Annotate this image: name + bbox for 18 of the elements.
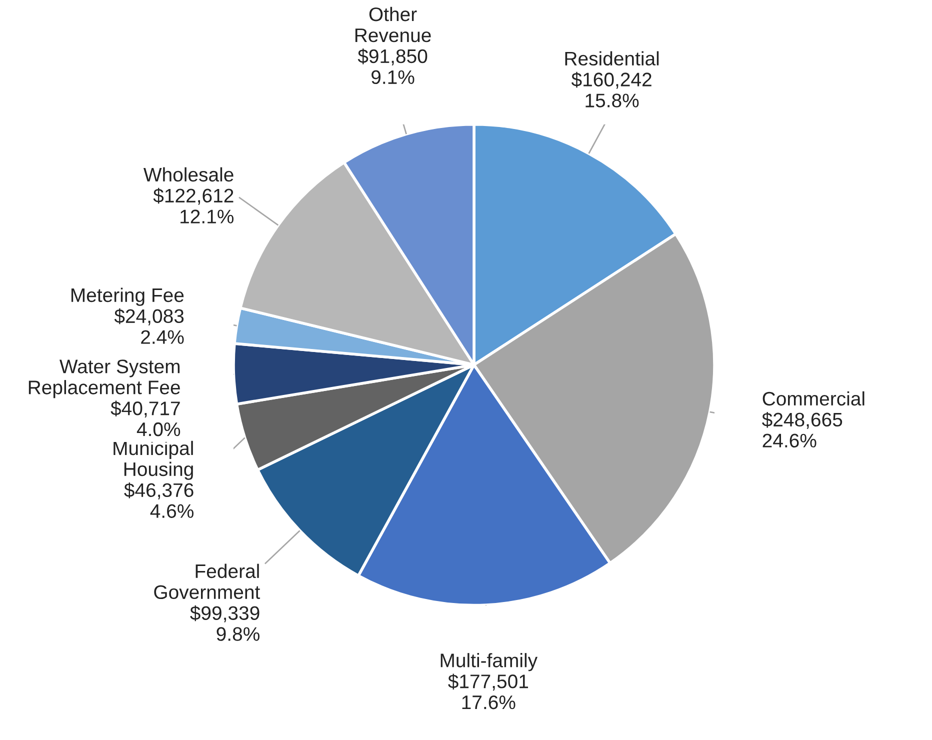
data-label: $177,501 17.6% xyxy=(448,674,528,710)
data-label: $160,242 15.8% xyxy=(571,72,652,108)
slice-label: Federal Government xyxy=(154,564,260,600)
data-label: $122,612 12.1% xyxy=(153,188,234,224)
slice-label: Municipal Housing xyxy=(114,440,193,480)
data-label: $24,083 2.4% xyxy=(114,308,184,344)
data-label: $99,339 9.8% xyxy=(190,605,260,641)
slice-label: Water System Replacement Fee xyxy=(28,360,180,398)
slice-label: Metering Fee xyxy=(71,288,184,306)
slice-label: Multi-family xyxy=(440,653,538,672)
data-label: $40,717 4.0% xyxy=(110,400,180,436)
data-label: $91,850 9.1% xyxy=(358,48,428,84)
slice-label: Other Revenue xyxy=(355,6,431,42)
slice-label: Residential xyxy=(565,51,659,66)
slice-label: Commercial xyxy=(762,391,864,406)
slice-label: Wholesale xyxy=(143,167,234,182)
data-label: $46,376 4.6% xyxy=(124,482,194,518)
data-label: $248,665 24.6% xyxy=(762,412,842,448)
